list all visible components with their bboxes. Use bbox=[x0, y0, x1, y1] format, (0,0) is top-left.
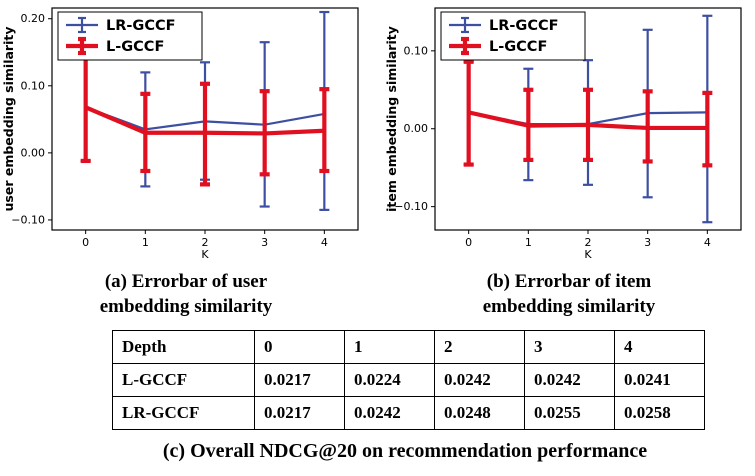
table-header-row: Depth 0 1 2 3 4 bbox=[112, 330, 705, 364]
caption-b-line2: embedding similarity bbox=[482, 296, 656, 318]
table-cell: 0.0217 bbox=[254, 396, 345, 430]
legend-label: L-GCCF bbox=[489, 39, 547, 55]
y-tick-label: 0.00 bbox=[404, 122, 429, 135]
y-tick-label: 0.10 bbox=[404, 44, 429, 57]
caption-a-line2: embedding similarity bbox=[99, 296, 273, 318]
table-cell: 0.0242 bbox=[434, 363, 525, 397]
ndcg-table: Depth 0 1 2 3 4 L-GCCF 0.0217 0.0224 0.0242 0.0242… bbox=[112, 330, 705, 430]
y-tick-label: 0.00 bbox=[21, 146, 46, 159]
x-tick-label: 2 bbox=[202, 236, 209, 249]
x-tick-label: 0 bbox=[82, 236, 89, 249]
table-cell: 0.0217 bbox=[254, 363, 345, 397]
caption-b-line1: (b) Errorbar of item bbox=[486, 271, 652, 292]
caption-a: (a) Errorbar of user embedding similarit… bbox=[0, 269, 372, 319]
table-cell: 0 bbox=[254, 330, 345, 364]
table-cell: 0.0224 bbox=[344, 363, 435, 397]
table-cell: Depth bbox=[112, 330, 255, 364]
caption-b: (b) Errorbar of item embedding similarit… bbox=[383, 269, 755, 319]
x-tick-label: 0 bbox=[465, 236, 472, 249]
y-tick-label: 0.20 bbox=[21, 12, 46, 25]
series-line-L-GCCF bbox=[468, 110, 708, 131]
legend-label: L-GCCF bbox=[106, 39, 164, 55]
table-cell: 0.0242 bbox=[344, 396, 435, 430]
table-cell: 1 bbox=[344, 330, 435, 364]
table-cell: 4 bbox=[614, 330, 705, 364]
legend-label: LR-GCCF bbox=[106, 18, 176, 34]
caption-a-line1: (a) Errorbar of user bbox=[104, 271, 268, 292]
table-row-l-gccf: L-GCCF 0.0217 0.0224 0.0242 0.0242 0.0241 bbox=[112, 363, 705, 397]
caption-c: (c) Overall NDCG@20 on recommendation pe… bbox=[162, 440, 648, 462]
series-line-L-GCCF bbox=[84, 105, 325, 136]
x-tick-label: 4 bbox=[321, 236, 328, 249]
table-cell: L-GCCF bbox=[112, 363, 255, 397]
y-axis-label: item embedding similarity bbox=[384, 26, 399, 212]
legend-label: LR-GCCF bbox=[489, 18, 559, 34]
table-cell: 2 bbox=[434, 330, 525, 364]
table-cell: LR-GCCF bbox=[112, 396, 255, 430]
x-tick-label: 2 bbox=[585, 236, 592, 249]
x-tick-label: 3 bbox=[261, 236, 268, 249]
table-cell: 0.0241 bbox=[614, 363, 705, 397]
x-axis-label: K bbox=[584, 248, 592, 261]
x-tick-label: 4 bbox=[704, 236, 711, 249]
x-tick-label: 1 bbox=[525, 236, 532, 249]
table-cell: 0.0258 bbox=[614, 396, 705, 430]
y-tick-label: −0.10 bbox=[394, 200, 428, 213]
y-tick-label: 0.10 bbox=[21, 79, 46, 92]
table-cell: 0.0255 bbox=[524, 396, 615, 430]
y-axis-label: user embedding similarity bbox=[1, 27, 16, 212]
x-tick-label: 1 bbox=[142, 236, 149, 249]
table-cell: 0.0248 bbox=[434, 396, 525, 430]
table-row-lr-gccf: LR-GCCF 0.0217 0.0242 0.0248 0.0255 0.0258 bbox=[112, 396, 705, 430]
table-cell: 3 bbox=[524, 330, 615, 364]
x-axis-label: K bbox=[201, 248, 209, 261]
x-tick-label: 3 bbox=[644, 236, 651, 249]
table-cell: 0.0242 bbox=[524, 363, 615, 397]
y-tick-label: −0.10 bbox=[11, 213, 45, 226]
